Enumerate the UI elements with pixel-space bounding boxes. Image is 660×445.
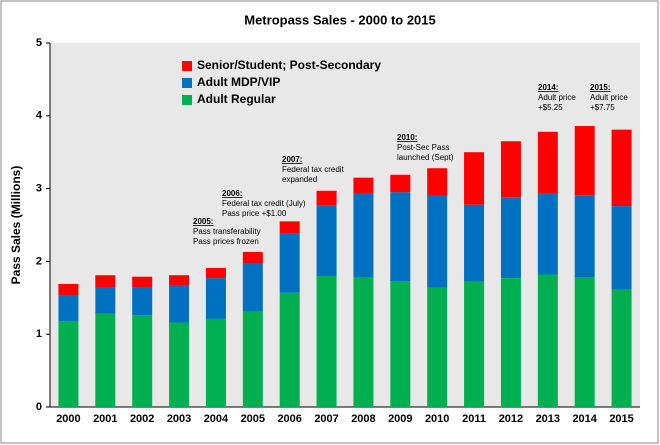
y-tick-label: 1	[36, 328, 42, 340]
bar-segment	[500, 141, 521, 198]
bar-segment	[132, 287, 153, 316]
bar-segment	[95, 275, 116, 288]
bar-segment	[58, 321, 79, 407]
y-tick-label: 0	[36, 401, 42, 413]
annotation-text: launched (Sept)	[397, 153, 454, 162]
x-tick-label: 2013	[536, 413, 560, 425]
x-tick-label: 2002	[130, 413, 154, 425]
bar-segment	[574, 195, 595, 278]
annotation-label: 2015:	[590, 83, 610, 92]
annotation-text: Pass price +$1.00	[222, 209, 287, 218]
bar-segment	[279, 233, 300, 293]
bar-segment	[611, 206, 632, 290]
bar-segment	[316, 190, 337, 206]
bar-segment	[169, 322, 190, 407]
bar-segment	[316, 275, 337, 407]
y-tick-label: 2	[36, 255, 42, 267]
legend-label: Adult Regular	[197, 92, 276, 106]
y-tick-label: 3	[36, 183, 42, 195]
annotation-text: +$7.75	[590, 103, 615, 112]
bar-segment	[205, 267, 226, 279]
bar-segment	[500, 197, 521, 279]
bar-segment	[611, 289, 632, 407]
bar-segment	[537, 192, 558, 275]
legend-swatch	[182, 95, 192, 105]
annotation-label: 2007:	[282, 155, 302, 164]
annotation-text: Federal tax credit (July)	[222, 199, 306, 208]
bar-segment	[58, 295, 79, 322]
bar-segment	[611, 129, 632, 207]
legend-label: Adult MDP/VIP	[197, 75, 280, 89]
bar-segment	[169, 285, 190, 323]
annotation-text: Adult price	[590, 93, 628, 102]
bar-segment	[500, 278, 521, 407]
bar-segment	[205, 278, 226, 319]
bar-segment	[169, 275, 190, 286]
bar-segment	[132, 315, 153, 407]
x-tick-label: 2009	[388, 413, 412, 425]
bar-segment	[316, 205, 337, 276]
x-tick-label: 2010	[425, 413, 449, 425]
legend-swatch	[182, 61, 192, 71]
x-tick-label: 2015	[609, 413, 633, 425]
y-tick-label: 5	[36, 37, 42, 49]
bar-segment	[427, 287, 448, 407]
annotation-label: 2006:	[222, 189, 242, 198]
bar-segment	[242, 263, 263, 312]
annotation-text: Post-Sec Pass	[397, 143, 449, 152]
bar-segment	[95, 313, 116, 407]
bar-segment	[353, 192, 374, 278]
annotation-text: Pass prices frozen	[193, 237, 259, 246]
bar-segment	[242, 251, 263, 264]
x-tick-label: 2004	[204, 413, 229, 425]
bar-segment	[390, 192, 411, 282]
bar-segment	[242, 311, 263, 407]
bar-segment	[574, 125, 595, 196]
x-tick-label: 2012	[499, 413, 523, 425]
annotation-label: 2014:	[538, 83, 558, 92]
bar-segment	[427, 195, 448, 288]
bar-segment	[353, 277, 374, 407]
bar-segment	[464, 281, 485, 407]
annotation-text: +$5.25	[538, 103, 563, 112]
bar-segment	[95, 287, 116, 314]
annotation-text: Pass transferability	[193, 227, 261, 236]
annotation-text: Federal tax credit	[282, 165, 345, 174]
bar-segment	[390, 281, 411, 407]
legend-label: Senior/Student; Post-Secondary	[197, 58, 381, 72]
x-tick-label: 2008	[351, 413, 375, 425]
bar-segment	[353, 177, 374, 193]
x-tick-label: 2011	[462, 413, 486, 425]
bar-segment	[537, 131, 558, 193]
annotation-text: expanded	[282, 175, 317, 184]
bar-segment	[464, 152, 485, 205]
annotation-label: 2010:	[397, 133, 417, 142]
bar-segment	[574, 277, 595, 407]
bar-segment	[279, 292, 300, 407]
x-tick-label: 2006	[277, 413, 301, 425]
chart-title: Metropass Sales - 2000 to 2015	[244, 12, 436, 27]
bar-segment	[427, 168, 448, 196]
x-tick-label: 2001	[93, 413, 117, 425]
bar-segment	[279, 221, 300, 234]
bar-segment	[205, 318, 226, 407]
x-tick-label: 2007	[314, 413, 338, 425]
bar-segment	[132, 276, 153, 288]
y-axis-label: Pass Sales (Millions)	[9, 166, 23, 285]
y-tick-label: 4	[36, 110, 43, 122]
x-tick-label: 2014	[572, 413, 597, 425]
bar-segment	[537, 274, 558, 407]
legend-swatch	[182, 78, 192, 88]
annotation-text: Adult price	[538, 93, 576, 102]
bar-segment	[464, 204, 485, 282]
annotation-label: 2005:	[193, 217, 213, 226]
bar-segment	[58, 283, 79, 296]
x-tick-label: 2003	[167, 413, 191, 425]
bar-segment	[390, 174, 411, 193]
x-tick-label: 2005	[241, 413, 265, 425]
x-tick-label: 2000	[56, 413, 80, 425]
